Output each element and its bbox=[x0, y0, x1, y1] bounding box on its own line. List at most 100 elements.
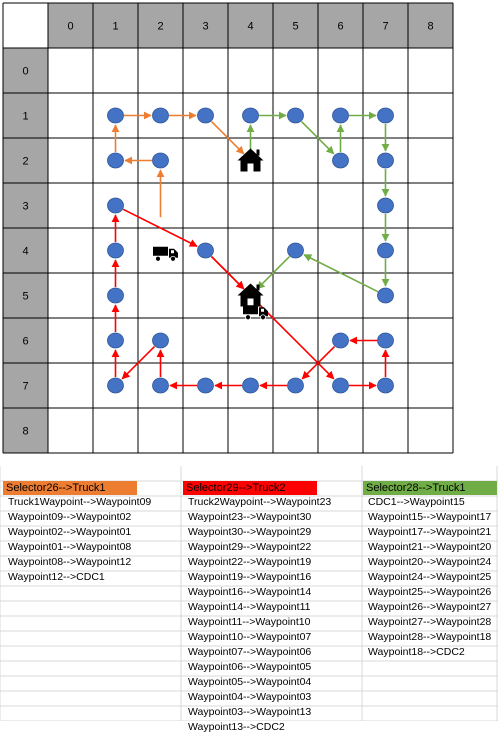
route-step: Waypoint21-->Waypoint20 bbox=[368, 541, 492, 553]
waypoint-node bbox=[152, 107, 169, 124]
route-arrow-green bbox=[300, 120, 335, 155]
waypoint-node bbox=[332, 332, 349, 349]
route-step: Truck2Waypoint-->Waypoint23 bbox=[188, 496, 332, 508]
waypoint-node bbox=[107, 107, 124, 124]
waypoint-node bbox=[107, 287, 124, 304]
route-step: Waypoint17-->Waypoint21 bbox=[368, 526, 492, 538]
route-step: Waypoint01-->Waypoint08 bbox=[8, 541, 132, 553]
waypoint-node bbox=[377, 152, 394, 169]
route-step: Waypoint30-->Waypoint29 bbox=[188, 526, 312, 538]
route-step: Waypoint20-->Waypoint24 bbox=[368, 556, 492, 568]
route-step: Truck1Waypoint-->Waypoint09 bbox=[8, 496, 152, 508]
route-header: Selector28-->Truck1 bbox=[363, 481, 497, 495]
waypoint-node bbox=[152, 332, 169, 349]
route-step: Waypoint26-->Waypoint27 bbox=[368, 601, 492, 613]
route-arrow-green bbox=[256, 255, 291, 290]
row-label-8: 8 bbox=[22, 426, 28, 438]
house-icon bbox=[237, 283, 264, 307]
route-header: Selector29-->Truck2 bbox=[183, 481, 317, 495]
route-step: Waypoint02-->Waypoint01 bbox=[8, 526, 132, 538]
route-step: Waypoint28-->Waypoint18 bbox=[368, 631, 492, 643]
waypoint-nodes bbox=[107, 107, 394, 394]
waypoint-node bbox=[197, 377, 214, 394]
truck-icon bbox=[243, 305, 268, 321]
route-step: Waypoint05-->Waypoint04 bbox=[188, 676, 312, 688]
route-header: Selector26-->Truck1 bbox=[3, 481, 137, 495]
waypoint-node bbox=[197, 107, 214, 124]
route-step: Waypoint04-->Waypoint03 bbox=[188, 691, 312, 703]
row-label-4: 4 bbox=[22, 246, 28, 258]
route-arrow-red bbox=[121, 345, 156, 380]
route-arrow-orange bbox=[210, 120, 245, 155]
route-step: Waypoint25-->Waypoint26 bbox=[368, 586, 492, 598]
route-step: Waypoint18-->CDC2 bbox=[368, 646, 465, 658]
route-step: Waypoint06-->Waypoint05 bbox=[188, 661, 312, 673]
route-step: Waypoint22-->Waypoint19 bbox=[188, 556, 312, 568]
route-arrow-red bbox=[122, 208, 198, 247]
row-label-0: 0 bbox=[22, 66, 28, 78]
column-label-6: 6 bbox=[337, 21, 343, 33]
waypoint-node bbox=[332, 152, 349, 169]
waypoint-node bbox=[152, 377, 169, 394]
route-paths bbox=[111, 111, 390, 390]
waypoint-node bbox=[332, 377, 349, 394]
waypoint-node bbox=[152, 152, 169, 169]
waypoint-node bbox=[377, 107, 394, 124]
waypoint-node bbox=[287, 242, 304, 259]
waypoint-node bbox=[197, 242, 214, 259]
route-step: Waypoint16-->Waypoint14 bbox=[188, 586, 312, 598]
row-label-6: 6 bbox=[22, 336, 28, 348]
row-header-band bbox=[3, 48, 48, 453]
row-label-3: 3 bbox=[22, 201, 28, 213]
route-step: Waypoint12-->CDC1 bbox=[8, 571, 105, 583]
column-label-2: 2 bbox=[157, 21, 163, 33]
route-step: Waypoint09-->Waypoint02 bbox=[8, 511, 132, 523]
route-step: Waypoint24-->Waypoint25 bbox=[368, 571, 492, 583]
waypoint-node bbox=[242, 107, 259, 124]
route-step: Waypoint23-->Waypoint30 bbox=[188, 511, 312, 523]
waypoint-node bbox=[242, 377, 259, 394]
waypoint-node bbox=[377, 377, 394, 394]
row-label-1: 1 bbox=[22, 111, 28, 123]
column-label-8: 8 bbox=[427, 21, 433, 33]
column-label-7: 7 bbox=[382, 21, 388, 33]
route-arrow-red bbox=[210, 255, 245, 290]
column-label-0: 0 bbox=[67, 21, 73, 33]
row-label-2: 2 bbox=[22, 156, 28, 168]
route-step: Waypoint10-->Waypoint07 bbox=[188, 631, 312, 643]
waypoint-node bbox=[377, 197, 394, 214]
waypoint-node bbox=[332, 107, 349, 124]
route-arrow-red bbox=[301, 345, 336, 380]
waypoint-node bbox=[287, 107, 304, 124]
column-label-3: 3 bbox=[202, 21, 208, 33]
route-step: Waypoint27-->Waypoint28 bbox=[368, 616, 492, 628]
route-step: Waypoint29-->Waypoint22 bbox=[188, 541, 312, 553]
grid: 0 1 2 3 4 5 6 7 8 0 1 2 3 4 5 6 7 8 bbox=[2, 2, 454, 454]
route-step: Waypoint14-->Waypoint11 bbox=[188, 601, 311, 613]
route-step: Waypoint03-->Waypoint13 bbox=[188, 706, 312, 718]
route-arrow-green bbox=[303, 254, 379, 293]
map-icons bbox=[153, 148, 268, 321]
row-label-5: 5 bbox=[22, 291, 28, 303]
route-step: Waypoint13-->CDC2 bbox=[188, 721, 285, 733]
truck-icon bbox=[153, 246, 178, 262]
column-label-1: 1 bbox=[112, 21, 118, 33]
waypoint-node bbox=[107, 152, 124, 169]
route-step: Waypoint15-->Waypoint17 bbox=[368, 511, 492, 523]
waypoint-node bbox=[377, 242, 394, 259]
waypoint-node bbox=[377, 332, 394, 349]
routing-grid-diagram: 0 1 2 3 4 5 6 7 8 0 1 2 3 4 5 6 7 8 bbox=[2, 2, 454, 454]
waypoint-node bbox=[287, 377, 304, 394]
route-step: Waypoint11-->Waypoint10 bbox=[188, 616, 311, 628]
column-header-band bbox=[48, 3, 453, 48]
waypoint-node bbox=[377, 287, 394, 304]
route-step: Waypoint19-->Waypoint16 bbox=[188, 571, 312, 583]
waypoint-node bbox=[107, 377, 124, 394]
waypoint-node bbox=[107, 332, 124, 349]
column-label-4: 4 bbox=[247, 21, 253, 33]
route-step: CDC1-->Waypoint15 bbox=[368, 496, 465, 508]
column-label-5: 5 bbox=[292, 21, 298, 33]
waypoint-node bbox=[107, 242, 124, 259]
waypoint-node bbox=[107, 197, 124, 214]
route-step: Waypoint08-->Waypoint12 bbox=[8, 556, 132, 568]
